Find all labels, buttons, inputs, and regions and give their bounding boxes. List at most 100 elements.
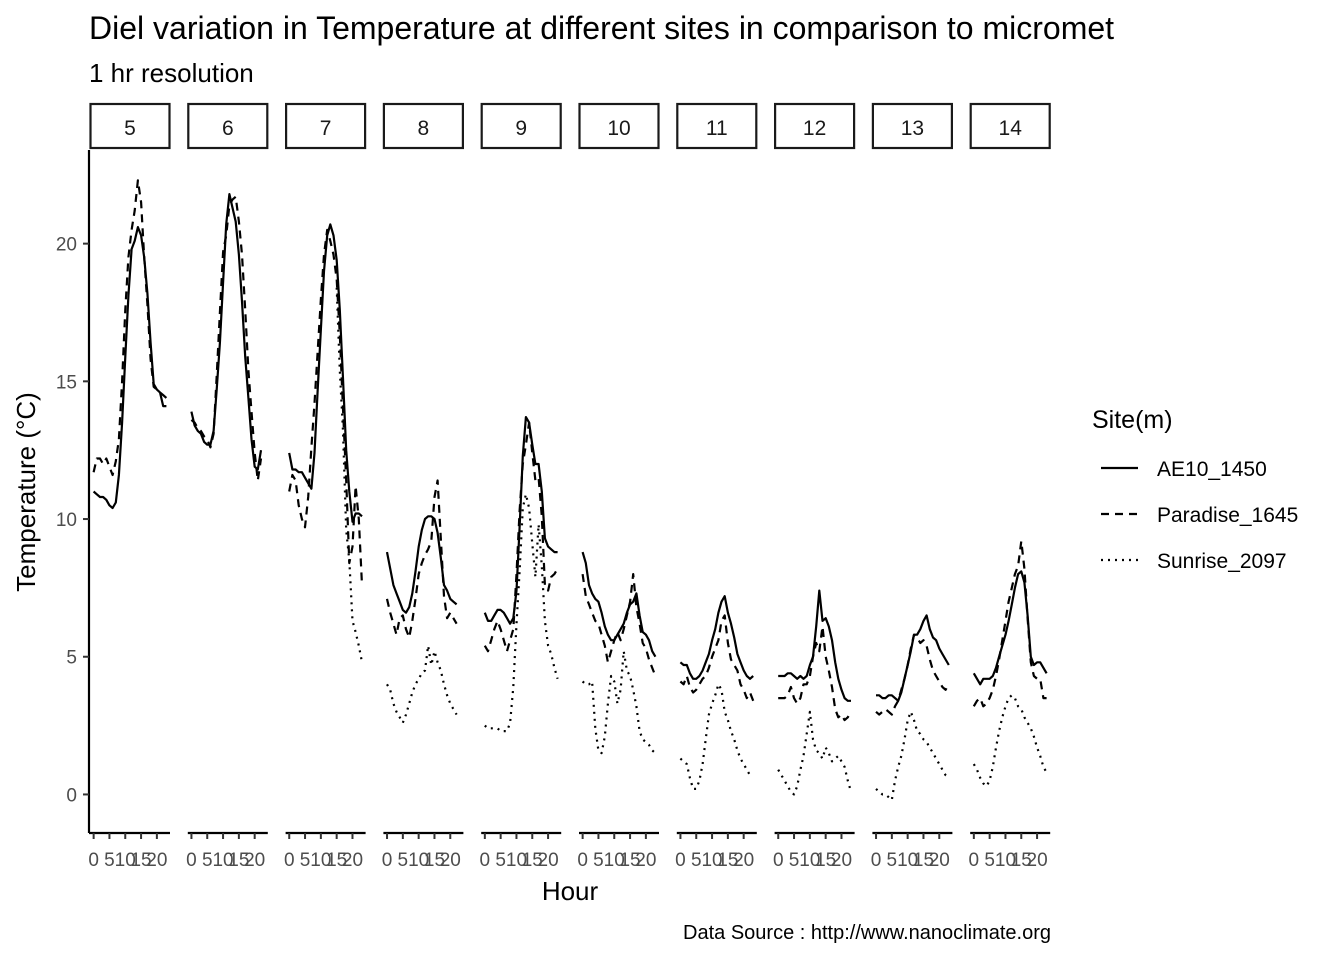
x-tick-label: 10 [995, 850, 1016, 871]
x-tick-label: 5 [984, 850, 995, 871]
y-tick-label: 15 [56, 372, 77, 393]
series-line-ae10-1450-panel-7 [288, 223, 363, 523]
facet-strip-11 [676, 102, 758, 150]
series-line-ae10-1450-panel-6 [190, 193, 263, 471]
facet-label-13: 13 [901, 117, 924, 140]
series-line-paradise-1645-panel-9 [483, 421, 559, 653]
series-line-ae10-1450-panel-5 [92, 226, 167, 510]
x-tick-label: 5 [202, 850, 213, 871]
x-tick-label: 5 [789, 850, 800, 871]
facet-strip-9 [480, 102, 562, 150]
x-tick-label: 15 [130, 850, 151, 871]
chart-title: Diel variation in Temperature at differe… [89, 10, 1114, 46]
y-tick-label: 10 [56, 510, 77, 531]
series-line-ae10-1450-panel-11 [679, 595, 754, 680]
x-tick-label: 20 [244, 850, 265, 871]
y-tick-label: 5 [66, 648, 77, 669]
facet-strip-5 [89, 102, 171, 150]
series-line-sunrise-2097-panel-9 [484, 493, 559, 733]
x-tick-label: 0 [577, 850, 588, 871]
y-tick-label: 20 [56, 235, 77, 256]
facet-label-10: 10 [607, 117, 630, 140]
y-tick-label: 0 [66, 785, 77, 806]
x-tick-label: 10 [506, 850, 527, 871]
x-tick-label: 20 [538, 850, 559, 871]
facet-strip-6 [187, 102, 269, 150]
x-tick-label: 10 [212, 850, 233, 871]
facet-label-7: 7 [320, 117, 332, 140]
x-tick-label: 20 [1027, 850, 1048, 871]
x-tick-label: 15 [424, 850, 445, 871]
x-tick-label: 0 [480, 850, 491, 871]
facet-strip-13 [871, 102, 954, 150]
facet-label-9: 9 [515, 117, 527, 140]
legend: Site(m) AE10_1450 Paradise_1645 Sunrise_… [1092, 406, 1298, 573]
series-line-sunrise-2097-panel-13 [875, 710, 950, 802]
series-line-sunrise-2097-panel-10 [581, 650, 657, 755]
facet-strip-10 [578, 102, 660, 150]
series-line-paradise-1645-panel-10 [581, 573, 657, 677]
x-tick-label: 5 [593, 850, 604, 871]
series-line-paradise-1645-panel-8 [385, 479, 458, 639]
x-tick-label: 15 [717, 850, 738, 871]
x-tick-label: 0 [969, 850, 980, 871]
x-tick-label: 0 [88, 850, 99, 871]
x-tick-label: 15 [913, 850, 934, 871]
x-tick-label: 10 [897, 850, 918, 871]
series-line-ae10-1450-panel-9 [483, 416, 558, 625]
x-tick-label: 20 [440, 850, 461, 871]
x-tick-label: 5 [104, 850, 115, 871]
x-tick-label: 20 [146, 850, 167, 871]
x-tick-label: 5 [300, 850, 311, 871]
facet-label-14: 14 [999, 117, 1023, 140]
chart-subtitle: 1 hr resolution [89, 58, 254, 88]
series-line-ae10-1450-panel-12 [778, 589, 851, 702]
legend-label-sunrise: Sunrise_2097 [1157, 550, 1287, 573]
y-axis-title: Temperature (°C) [11, 392, 41, 592]
x-tick-label: 15 [326, 850, 347, 871]
x-tick-label: 20 [635, 850, 656, 871]
series-line-paradise-1645-panel-7 [288, 228, 364, 586]
legend-label-ae10: AE10_1450 [1157, 458, 1267, 481]
series-line-sunrise-2097-panel-12 [777, 710, 853, 796]
facet-strips: 5 6 7 8 9 10 11 12 13 14 [89, 102, 1051, 150]
x-tick-label: 0 [186, 850, 197, 871]
legend-title: Site(m) [1092, 406, 1173, 434]
data-source-caption: Data Source : http://www.nanoclimate.org [683, 922, 1051, 944]
x-tick-label: 20 [831, 850, 852, 871]
legend-label-paradise: Paradise_1645 [1157, 504, 1298, 527]
series-line-paradise-1645-panel-14 [972, 540, 1047, 708]
series-line-paradise-1645-panel-13 [875, 633, 950, 716]
series-line-sunrise-2097-panel-8 [386, 644, 458, 724]
x-tick-label: 5 [691, 850, 702, 871]
facet-label-12: 12 [803, 117, 826, 140]
x-tick-label: 5 [887, 850, 898, 871]
series-line-sunrise-2097-panel-14 [972, 694, 1048, 788]
x-tick-label: 0 [773, 850, 784, 871]
series-line-paradise-1645-panel-6 [190, 195, 263, 482]
series-line-paradise-1645-panel-5 [92, 179, 168, 477]
y-axis: 0 5 10 15 20 [56, 150, 91, 833]
series-line-paradise-1645-panel-11 [679, 614, 755, 702]
x-tick-label: 15 [522, 850, 543, 871]
x-tick-label: 0 [382, 850, 393, 871]
x-tick-label: 10 [115, 850, 136, 871]
x-tick-label: 0 [284, 850, 295, 871]
x-tick-label: 10 [799, 850, 820, 871]
facet-label-8: 8 [418, 117, 430, 140]
x-tick-label: 10 [310, 850, 331, 871]
x-tick-label: 10 [701, 850, 722, 871]
x-tick-label: 10 [604, 850, 625, 871]
x-tick-label: 0 [675, 850, 686, 871]
facet-label-5: 5 [124, 117, 136, 140]
x-tick-label: 0 [871, 850, 882, 871]
plot-lines [92, 179, 1048, 802]
x-tick-label: 15 [619, 850, 640, 871]
facet-strip-12 [773, 102, 856, 150]
facet-label-11: 11 [706, 117, 728, 140]
series-line-ae10-1450-panel-8 [385, 515, 458, 614]
x-tick-label: 5 [398, 850, 409, 871]
series-line-ae10-1450-panel-14 [972, 570, 1048, 686]
